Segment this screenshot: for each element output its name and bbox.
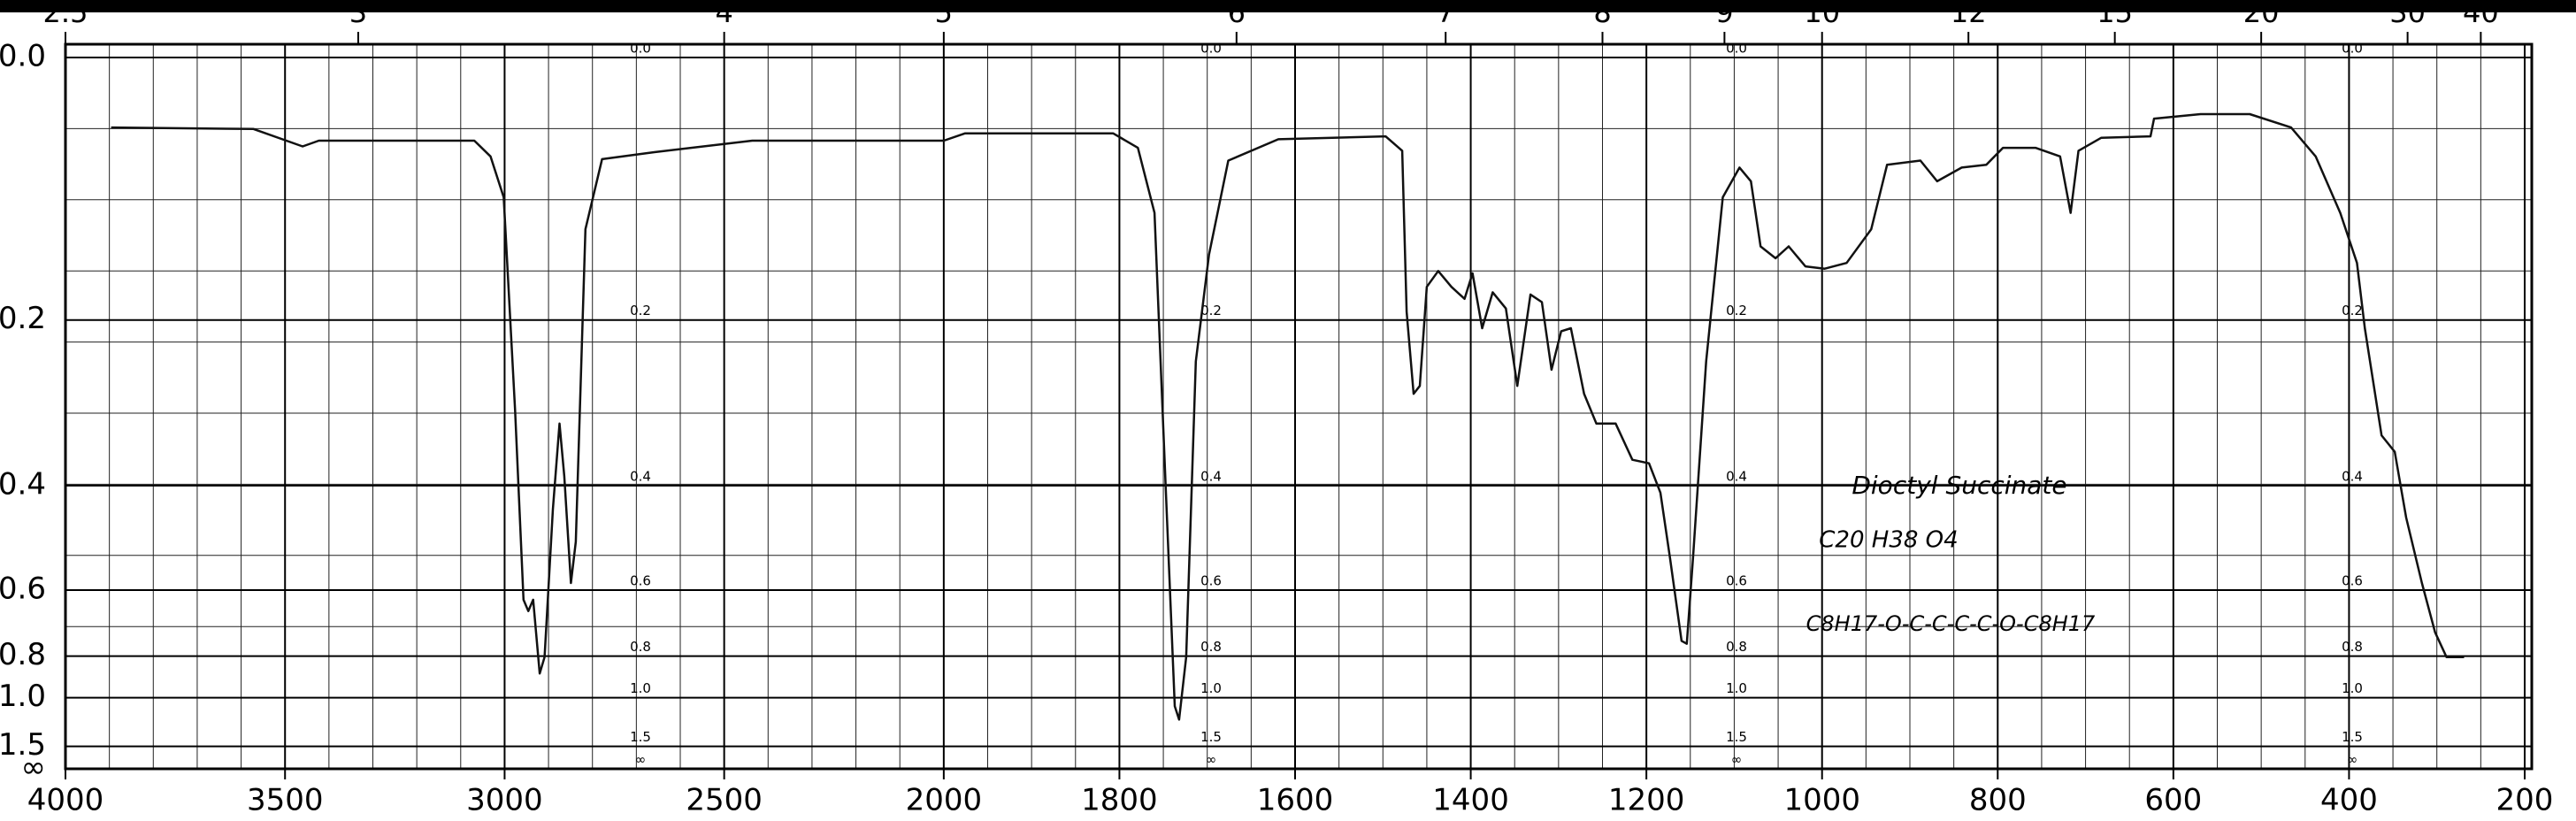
y-tick-label: 0.4 — [0, 466, 46, 502]
x-tick-label: 3500 — [247, 783, 324, 818]
inner-y-label: 0.2 — [1200, 303, 1222, 318]
x-tick-label: 200 — [2496, 783, 2554, 818]
y-tick-label: ∞ — [21, 750, 46, 786]
inner-y-label: 0.0 — [2342, 41, 2363, 57]
inner-y-label: 0.2 — [1726, 303, 1747, 318]
inner-y-label: 0.4 — [1200, 468, 1222, 484]
inner-y-label: 0.4 — [1726, 468, 1747, 484]
top-band — [0, 0, 2576, 12]
inner-y-label: 1.0 — [2342, 680, 2363, 696]
x-tick-label: 1600 — [1257, 783, 1334, 818]
inner-y-label: 0.2 — [2342, 303, 2363, 318]
inner-y-label: ∞ — [635, 752, 647, 768]
x-tick-label: 2000 — [906, 783, 983, 818]
y-tick-label: 0.2 — [0, 301, 46, 336]
inner-y-label: 0.8 — [630, 639, 651, 655]
inner-y-label: 1.5 — [630, 729, 651, 745]
inner-y-label: 1.0 — [1200, 680, 1222, 696]
x-tick-label: 400 — [2320, 783, 2378, 818]
inner-y-label: 1.0 — [1726, 680, 1747, 696]
inner-y-label: 1.0 — [630, 680, 651, 696]
inner-y-label: 1.5 — [1726, 729, 1747, 745]
inner-y-label: 0.6 — [630, 573, 651, 589]
x-tick-label: 600 — [2144, 783, 2202, 818]
x-tick-label: 800 — [1969, 783, 2027, 818]
x-tick-label: 1200 — [1608, 783, 1685, 818]
grid — [64, 42, 2534, 771]
inner-y-label: ∞ — [1206, 752, 1217, 768]
inner-y-label: 0.2 — [630, 303, 651, 318]
y-tick-label: 1.0 — [0, 679, 46, 714]
inner-y-label: 0.0 — [1726, 41, 1747, 57]
annotation: C20 H38 O4 — [1819, 527, 1958, 554]
inner-y-label: 0.8 — [1726, 639, 1747, 655]
inner-y-label: 0.6 — [1726, 573, 1747, 589]
x-tick-label: 1400 — [1432, 783, 1509, 818]
y-tick-label: 0.0 — [0, 39, 46, 74]
inner-y-label: 0.4 — [630, 468, 651, 484]
annotation: C8H17-O-C-C-C-C-O-C8H17 — [1806, 611, 2096, 636]
x-tick-label: 2500 — [686, 783, 763, 818]
x-tick-label: 1800 — [1081, 783, 1158, 818]
x-tick-label: 4000 — [27, 783, 104, 818]
x-tick-label: 3000 — [466, 783, 543, 818]
inner-y-label: 1.5 — [2342, 729, 2363, 745]
inner-y-label: 0.0 — [630, 41, 651, 57]
inner-y-label: 0.4 — [2342, 468, 2363, 484]
inner-y-label: 0.6 — [1200, 573, 1222, 589]
x-tick-label: 1000 — [1783, 783, 1860, 818]
inner-y-label: ∞ — [2347, 752, 2358, 768]
y-tick-label: 0.8 — [0, 637, 46, 672]
annotation: Dioctyl Succinate — [1852, 471, 2066, 500]
y-tick-label: 0.6 — [0, 572, 46, 607]
inner-y-label: 0.8 — [1200, 639, 1222, 655]
inner-y-label: ∞ — [1731, 752, 1743, 768]
inner-y-label: 1.5 — [1200, 729, 1222, 745]
inner-y-label: 0.0 — [1200, 41, 1222, 57]
inner-y-label: 0.8 — [2342, 639, 2363, 655]
y-tick-label: 1.5 — [0, 727, 46, 763]
inner-y-label: 0.6 — [2342, 573, 2363, 589]
spectrum-line — [111, 112, 2465, 721]
